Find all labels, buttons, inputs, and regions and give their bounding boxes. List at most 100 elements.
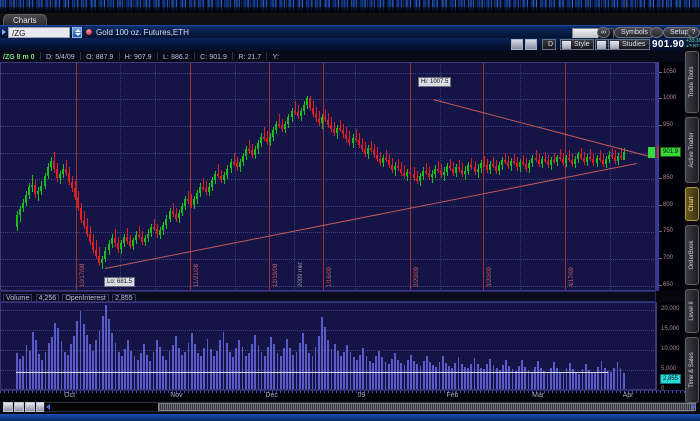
volume-bar xyxy=(511,369,514,390)
session-separator xyxy=(565,62,566,291)
candle-body xyxy=(272,130,275,137)
window-tab-bar: Charts xyxy=(0,13,700,26)
candle-body xyxy=(464,170,467,174)
candle-body xyxy=(217,173,220,176)
candle-body xyxy=(433,168,436,174)
studies-button[interactable]: Studies xyxy=(608,39,650,50)
settings-small-icon[interactable] xyxy=(650,27,663,38)
volume-bar xyxy=(279,356,282,390)
rail-tab-chart[interactable]: Chart xyxy=(685,187,699,221)
volume-bar xyxy=(92,350,95,390)
candle-wick xyxy=(569,150,570,163)
link-icon[interactable]: ∞ xyxy=(597,27,610,38)
volume-bar xyxy=(422,361,425,390)
volume-bar xyxy=(16,353,18,390)
symbol-stepper[interactable] xyxy=(72,27,82,38)
interval-button[interactable]: D xyxy=(542,39,556,50)
candle-wick xyxy=(505,152,506,165)
volume-bar xyxy=(301,333,304,390)
high-annotation[interactable]: Hi: 1007.5 xyxy=(418,77,452,88)
price-chart-pane[interactable]: 10/17/08 11/21/08 12/19/08 2009 mkt 1/16/09 2… xyxy=(0,62,656,291)
rail-tab-orderbook[interactable]: OrderBook xyxy=(685,225,699,285)
volume-bar xyxy=(552,362,555,390)
scroll-right-icon[interactable] xyxy=(692,404,696,410)
scroll-left-icon[interactable] xyxy=(46,404,50,410)
volume-bar xyxy=(438,362,441,390)
zoom-icon[interactable] xyxy=(525,39,537,50)
candle-body xyxy=(287,117,290,124)
candle-body xyxy=(296,112,299,117)
help-button[interactable]: ? xyxy=(687,27,700,38)
candle-body xyxy=(549,160,552,166)
rail-tab-trade-tools[interactable]: Trade Tools xyxy=(685,51,699,113)
candle-body xyxy=(86,226,89,234)
style-icon xyxy=(562,41,571,49)
rail-tab-label: Level II xyxy=(689,301,695,321)
volume-bar xyxy=(321,317,323,390)
horizontal-scrollbar[interactable] xyxy=(44,402,696,412)
rail-tab-active-trader[interactable]: Active Trader xyxy=(685,117,699,183)
window-title-strip xyxy=(0,0,700,13)
volume-bar xyxy=(98,330,101,390)
style-button[interactable]: Style xyxy=(560,39,594,50)
volume-bar xyxy=(28,350,31,390)
candle-body xyxy=(324,117,326,120)
candle-body xyxy=(128,240,131,247)
time-tick-label: Apr xyxy=(622,392,634,399)
candle-body xyxy=(540,158,543,165)
candle-body xyxy=(510,161,513,167)
candle-body xyxy=(284,123,287,130)
volume-bar xyxy=(219,340,222,390)
volume-bar xyxy=(616,362,619,390)
session-date-label: 11/21/08 xyxy=(194,264,200,287)
volume-study-header[interactable]: Volume 4,256 OpenInterest 2,855 xyxy=(0,291,656,303)
price-gridline-vertical xyxy=(235,62,236,291)
candle-wick xyxy=(349,131,351,147)
candle-body xyxy=(348,138,351,143)
candle-body xyxy=(49,161,52,168)
rail-tab-time-sales[interactable]: Time & Sales xyxy=(685,337,699,403)
volume-bar xyxy=(76,321,79,390)
volume-chart-pane[interactable] xyxy=(0,302,656,390)
symbol-input[interactable]: /ZG xyxy=(8,27,70,38)
volume-bar xyxy=(559,371,562,390)
candle-body xyxy=(290,111,293,118)
grid-layout-icon[interactable] xyxy=(3,402,13,412)
candle-body xyxy=(366,148,369,154)
crosshair-icon[interactable] xyxy=(511,39,523,50)
symbols-button[interactable]: Symbols xyxy=(614,27,655,38)
volume-bar xyxy=(495,368,498,390)
candle-body xyxy=(55,168,58,179)
volume-bar xyxy=(454,362,457,390)
candle-body xyxy=(104,250,107,259)
candle-body xyxy=(150,227,153,234)
volume-bar xyxy=(270,337,273,390)
price-axis-scale-bar[interactable] xyxy=(657,62,659,291)
candle-body xyxy=(269,136,272,142)
rail-tab-level-ii[interactable]: Level II xyxy=(685,289,699,333)
candle-body xyxy=(25,195,28,203)
trendline-falling-resistance[interactable] xyxy=(432,99,650,158)
divider xyxy=(79,52,81,60)
candle-body xyxy=(476,168,479,172)
left-arrow-icon[interactable] xyxy=(14,402,24,412)
candle-body xyxy=(205,187,208,192)
low-annotation[interactable]: Lo: 681.5 xyxy=(104,276,136,287)
candle-body xyxy=(443,171,445,175)
ohlc-high-value: 907.9 xyxy=(134,54,152,61)
divider xyxy=(118,52,120,60)
scrollbar-thumb[interactable] xyxy=(158,403,696,411)
session-date-label: 2/20/09 xyxy=(414,266,420,287)
volume-bar xyxy=(114,342,117,390)
candle-body xyxy=(314,114,317,119)
right-arrow-icon[interactable] xyxy=(25,402,35,412)
candle-body xyxy=(186,199,189,202)
candle-body xyxy=(330,124,333,130)
volume-bar xyxy=(305,344,307,390)
tab-charts[interactable]: Charts xyxy=(3,14,47,26)
candle-body xyxy=(500,160,503,166)
candle-body xyxy=(22,202,25,209)
volume-bar xyxy=(47,342,50,390)
expand-arrow-icon[interactable] xyxy=(2,29,6,35)
